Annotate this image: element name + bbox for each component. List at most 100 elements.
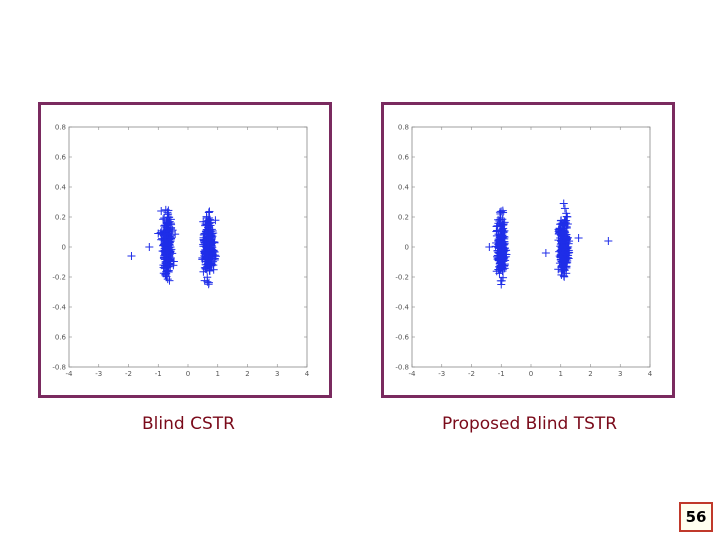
scatter-point (159, 263, 168, 272)
scatter-point (555, 225, 564, 234)
scatter-point (498, 206, 507, 215)
scatter-outlier-point (204, 208, 213, 217)
scatter-point (560, 204, 569, 213)
y-tick-label: 0.2 (55, 214, 66, 222)
x-tick-label: 1 (216, 370, 220, 378)
x-tick-label: 0 (529, 370, 533, 378)
scatter-outlier-point (559, 199, 568, 208)
y-tick-label: -0.8 (395, 364, 409, 372)
x-tick-label: 4 (648, 370, 653, 378)
scatter-outlier-point (145, 243, 154, 251)
x-tick-label: -2 (468, 370, 475, 378)
y-tick-label: -0.8 (52, 364, 66, 372)
scatter-point (171, 230, 180, 239)
x-tick-label: 0 (186, 370, 190, 378)
scatter-point (497, 276, 506, 285)
y-tick-label: 0.2 (398, 214, 409, 222)
scatter-point (559, 227, 568, 236)
y-tick-label: 0 (405, 244, 409, 252)
scatter-point (165, 259, 174, 268)
scatter-point (163, 275, 172, 284)
scatter-point (498, 215, 507, 224)
x-tick-label: 2 (245, 370, 249, 378)
scatter-point (161, 233, 170, 242)
scatter-point (161, 270, 170, 279)
scatter-point (557, 251, 566, 260)
scatter-point (496, 263, 505, 272)
y-tick-label: 0.4 (398, 184, 410, 192)
scatter-point (557, 220, 566, 229)
y-tick-label: -0.2 (52, 274, 66, 282)
scatter-point (555, 252, 564, 261)
scatter-point (164, 260, 173, 269)
scatter-point (499, 227, 508, 236)
plot-area (68, 126, 308, 368)
scatter-point (164, 220, 173, 229)
left-caption: Blind CSTR (142, 414, 235, 434)
scatter-outlier-point (604, 237, 613, 245)
scatter-outlier-point (154, 229, 163, 238)
scatter-point (207, 259, 216, 268)
scatter-point (166, 255, 175, 264)
scatter-point (559, 260, 568, 269)
y-tick-label: -0.6 (395, 334, 409, 342)
scatter-point (200, 247, 209, 256)
left-plot-frame: 0.8 0.6 0.4 0.2 0 -0.2 -0.4 0.6 -0.8 -4 -3 -2 -1 0 1 2 3… (38, 102, 332, 398)
x-tick-label: 2 (588, 370, 592, 378)
scatter-point (163, 238, 172, 247)
scatter-point (498, 231, 507, 240)
scatter-outlier-point (497, 280, 506, 289)
scatter-point (202, 265, 211, 274)
y-tick-label: 0.6 (55, 154, 67, 162)
scatter-point (163, 208, 172, 217)
x-tick-label: -2 (125, 370, 132, 378)
right-plot-frame: 0.8 0.6 0.4 0.2 0 -0.2 -0.4 -0.6 -0.8 -4 -3 -2 -1 0 1 2… (381, 102, 675, 398)
y-tick-label: -0.4 (395, 304, 409, 312)
scatter-outlier-point (485, 243, 494, 251)
scatter-outlier-point (541, 249, 550, 257)
scatter-point (164, 243, 173, 252)
scatter-outlier-point (127, 252, 136, 260)
scatter-point (201, 237, 210, 246)
x-tick-label: -1 (498, 370, 505, 378)
scatter-point (561, 250, 570, 259)
y-tick-label: 0.6 (398, 154, 410, 162)
scatter-point (206, 233, 215, 242)
scatter-point (560, 272, 569, 281)
scatter-point (497, 259, 506, 268)
scatter-point (496, 240, 505, 249)
scatter-point (165, 240, 174, 249)
scatter-point (203, 273, 212, 282)
y-tick-label: 0.8 (55, 124, 66, 132)
y-tick-label: -0.4 (52, 304, 66, 312)
scatter-point (563, 258, 572, 267)
scatter-point (164, 218, 173, 227)
scatter-point (500, 237, 509, 246)
scatter-point (207, 252, 216, 261)
y-tick-label: -0.2 (395, 274, 409, 282)
scatter-point (158, 247, 167, 256)
x-tick-label: -4 (66, 370, 74, 378)
y-tick-label: 0.6 (55, 334, 67, 342)
scatter-point (165, 276, 174, 285)
scatter-point (501, 256, 510, 265)
x-tick-label: 4 (305, 370, 310, 378)
scatter-point (205, 215, 214, 224)
scatter-point (202, 220, 211, 229)
scatter-point (160, 251, 169, 260)
scatter-outlier-point (574, 234, 583, 242)
x-tick-label: 3 (275, 370, 279, 378)
scatter-point (498, 244, 507, 253)
scatter-point (563, 212, 572, 221)
page-number-badge: 56 (679, 502, 713, 532)
x-tick-label: 1 (559, 370, 563, 378)
scatter-point (563, 233, 572, 242)
y-tick-label: 0.8 (398, 124, 409, 132)
scatter-point (558, 244, 567, 253)
y-tick-label: 0 (62, 244, 66, 252)
scatter-point (559, 245, 568, 254)
scatter-point (499, 221, 508, 230)
right-caption: Proposed Blind TSTR (442, 414, 618, 434)
x-tick-label: 3 (618, 370, 622, 378)
right-scatter-plot: 0.8 0.6 0.4 0.2 0 -0.2 -0.4 -0.6 -0.8-4 -3 -2 -1 0 1 2… (395, 124, 653, 379)
